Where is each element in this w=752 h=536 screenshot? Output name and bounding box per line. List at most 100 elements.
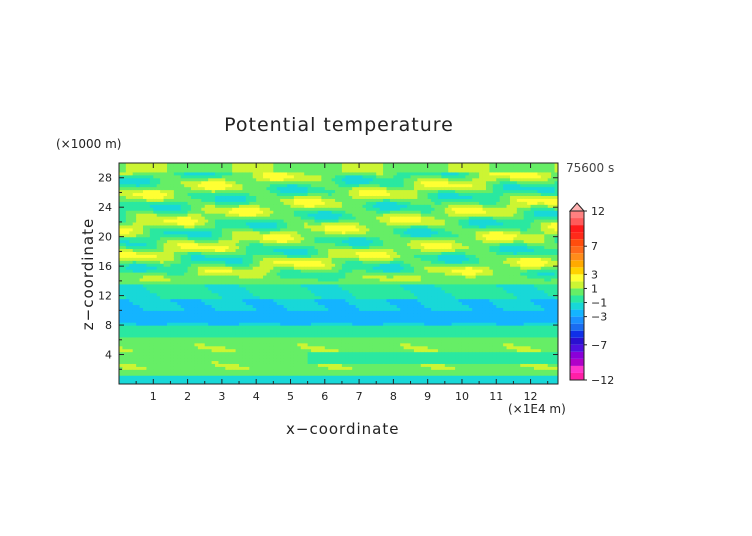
heatmap-cell: [242, 295, 247, 300]
heatmap-cell: [266, 242, 271, 247]
heatmap-cell: [228, 177, 233, 182]
heatmap-cell: [163, 269, 168, 273]
heatmap-cell: [139, 274, 144, 279]
heatmap-cell: [211, 351, 216, 356]
heatmap-cell: [129, 336, 134, 341]
heatmap-cell: [125, 280, 130, 285]
heatmap-cell: [204, 339, 209, 344]
heatmap-cell: [221, 248, 226, 252]
heatmap-cell: [197, 360, 202, 364]
heatmap-cell: [167, 292, 172, 297]
heatmap-cell: [197, 330, 202, 335]
heatmap-cell: [143, 227, 148, 232]
heatmap-cell: [167, 280, 172, 285]
heatmap-cell: [317, 328, 322, 332]
heatmap-cell: [314, 339, 319, 344]
heatmap-cell: [297, 198, 302, 202]
heatmap-cell: [167, 224, 172, 229]
heatmap-cell: [256, 263, 261, 267]
heatmap-cell: [228, 313, 233, 317]
heatmap-cell: [273, 242, 278, 247]
heatmap-cell: [232, 213, 237, 217]
heatmap-cell: [276, 363, 281, 367]
heatmap-cell: [280, 213, 285, 217]
heatmap-cell: [194, 336, 199, 341]
heatmap-cell: [321, 195, 326, 199]
heatmap-cell: [259, 224, 264, 229]
heatmap-cell: [341, 342, 346, 347]
heatmap-cell: [125, 263, 130, 267]
heatmap-cell: [204, 283, 209, 288]
heatmap-cell: [215, 322, 220, 326]
heatmap-cell: [187, 213, 192, 217]
heatmap-cell: [290, 339, 295, 344]
heatmap-cell: [132, 207, 137, 211]
heatmap-cell: [280, 260, 285, 264]
heatmap-cell: [160, 221, 165, 226]
heatmap-cell: [146, 248, 151, 252]
heatmap-cell: [160, 277, 165, 282]
heatmap-cell: [221, 363, 226, 367]
heatmap-cell: [211, 245, 216, 250]
heatmap-cell: [280, 263, 285, 267]
heatmap-cell: [311, 224, 316, 229]
heatmap-cell: [338, 339, 343, 344]
heatmap-cell: [228, 325, 233, 329]
heatmap-cell: [256, 292, 261, 297]
heatmap-cell: [300, 242, 305, 247]
heatmap-cell: [119, 177, 124, 182]
heatmap-cell: [314, 198, 319, 202]
heatmap-cell: [324, 375, 329, 379]
heatmap-cell: [218, 260, 223, 264]
heatmap-cell: [194, 375, 199, 379]
heatmap-cell: [125, 245, 130, 250]
heatmap-cell: [273, 310, 278, 314]
heatmap-cell: [242, 210, 247, 214]
heatmap-cell: [249, 274, 254, 279]
heatmap-cell: [280, 207, 285, 211]
heatmap-cell: [256, 192, 261, 197]
heatmap-cell: [280, 292, 285, 297]
heatmap-cell: [287, 269, 292, 273]
heatmap-cell: [338, 272, 343, 276]
heatmap-cell: [300, 292, 305, 297]
heatmap-cell: [314, 266, 319, 270]
heatmap-cell: [167, 366, 172, 370]
heatmap-cell: [256, 177, 261, 182]
heatmap-cell: [191, 224, 196, 229]
heatmap-cell: [160, 351, 165, 356]
heatmap-cell: [266, 322, 271, 326]
heatmap-cell: [293, 254, 298, 258]
heatmap-cell: [122, 319, 127, 323]
heatmap-cell: [335, 233, 340, 238]
heatmap-cell: [266, 342, 271, 347]
heatmap-cell: [211, 189, 216, 194]
heatmap-cell: [194, 319, 199, 323]
heatmap-cell: [297, 333, 302, 338]
heatmap-cell: [225, 322, 230, 326]
heatmap-cell: [307, 260, 312, 264]
heatmap-cell: [221, 372, 226, 376]
heatmap-cell: [180, 177, 185, 182]
heatmap-cell: [328, 201, 333, 205]
heatmap-cell: [125, 192, 130, 197]
heatmap-cell: [269, 366, 274, 370]
heatmap-cell: [239, 260, 244, 264]
heatmap-cell: [146, 213, 151, 217]
heatmap-cell: [136, 351, 141, 356]
heatmap-cell: [338, 248, 343, 252]
heatmap-cell: [136, 348, 141, 353]
heatmap-cell: [139, 348, 144, 353]
heatmap-cell: [139, 269, 144, 273]
heatmap-cell: [211, 227, 216, 232]
heatmap-cell: [239, 266, 244, 270]
heatmap-cell: [259, 369, 264, 373]
heatmap-cell: [187, 310, 192, 314]
heatmap-cell: [232, 292, 237, 297]
heatmap-cell: [204, 292, 209, 297]
heatmap-cell: [173, 230, 178, 235]
heatmap-cell: [273, 201, 278, 205]
heatmap-cell: [201, 177, 206, 182]
heatmap-cell: [180, 330, 185, 335]
heatmap-cell: [225, 218, 230, 223]
